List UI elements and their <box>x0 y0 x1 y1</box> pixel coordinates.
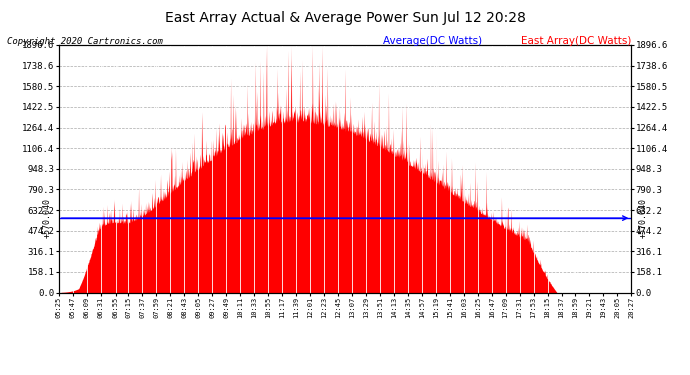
Text: +570.040: +570.040 <box>639 198 648 238</box>
Text: Average(DC Watts): Average(DC Watts) <box>383 36 482 46</box>
Text: East Array Actual & Average Power Sun Jul 12 20:28: East Array Actual & Average Power Sun Ju… <box>164 11 526 25</box>
Text: Copyright 2020 Cartronics.com: Copyright 2020 Cartronics.com <box>7 38 163 46</box>
Text: +570.040: +570.040 <box>42 198 51 238</box>
Text: East Array(DC Watts): East Array(DC Watts) <box>521 36 631 46</box>
